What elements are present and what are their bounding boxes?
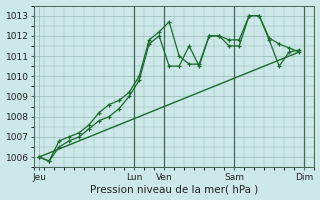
X-axis label: Pression niveau de la mer( hPa ): Pression niveau de la mer( hPa ) <box>90 184 258 194</box>
